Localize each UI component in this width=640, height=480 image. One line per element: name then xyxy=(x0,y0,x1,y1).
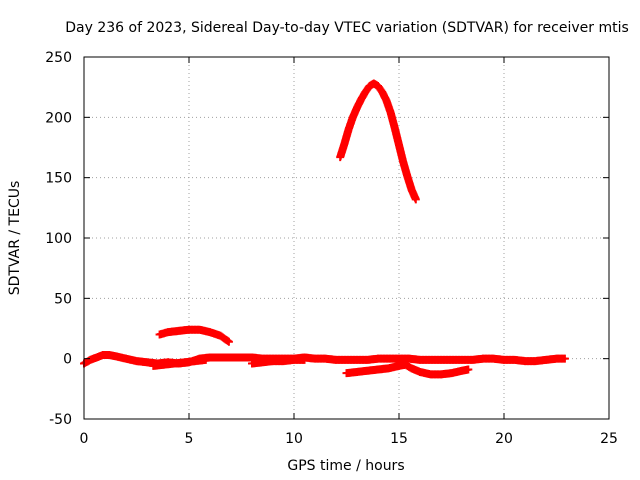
x-tick-label: 15 xyxy=(390,431,408,447)
y-tick-label: 0 xyxy=(63,352,72,368)
y-tick-label: 150 xyxy=(45,171,72,187)
y-tick-label: 250 xyxy=(45,50,72,66)
data-point xyxy=(411,195,420,204)
x-axis-label: GPS time / hours xyxy=(287,458,404,474)
chart-title: Day 236 of 2023, Sidereal Day-to-day VTE… xyxy=(65,20,629,36)
y-axis-ticks: -50 0 50 100 150 200 250 xyxy=(45,50,609,428)
grid-lines xyxy=(84,57,609,419)
data-point xyxy=(224,337,233,346)
x-tick-label: 20 xyxy=(495,431,513,447)
series-arc-baseline-3 xyxy=(248,355,309,368)
data-point xyxy=(201,355,210,364)
series-arc-baseline-2 xyxy=(149,355,210,370)
data-series xyxy=(80,79,569,379)
series-arc-hump-5h xyxy=(155,325,233,346)
x-tick-label: 25 xyxy=(600,431,618,447)
y-tick-label: -50 xyxy=(49,412,72,428)
series-arc-dip-16h xyxy=(342,360,473,379)
data-point xyxy=(300,355,309,364)
data-point xyxy=(464,365,473,374)
y-tick-label: 200 xyxy=(45,110,72,126)
series-arc-peak-14h xyxy=(336,79,420,204)
y-tick-label: 100 xyxy=(45,231,72,247)
x-tick-label: 0 xyxy=(80,431,89,447)
y-axis-label: SDTVAR / TECUs xyxy=(7,181,23,296)
x-tick-label: 5 xyxy=(185,431,194,447)
data-point xyxy=(560,354,569,363)
x-axis-ticks: 0 5 10 15 20 25 xyxy=(80,57,618,447)
y-tick-label: 50 xyxy=(54,291,72,307)
x-tick-label: 10 xyxy=(285,431,303,447)
